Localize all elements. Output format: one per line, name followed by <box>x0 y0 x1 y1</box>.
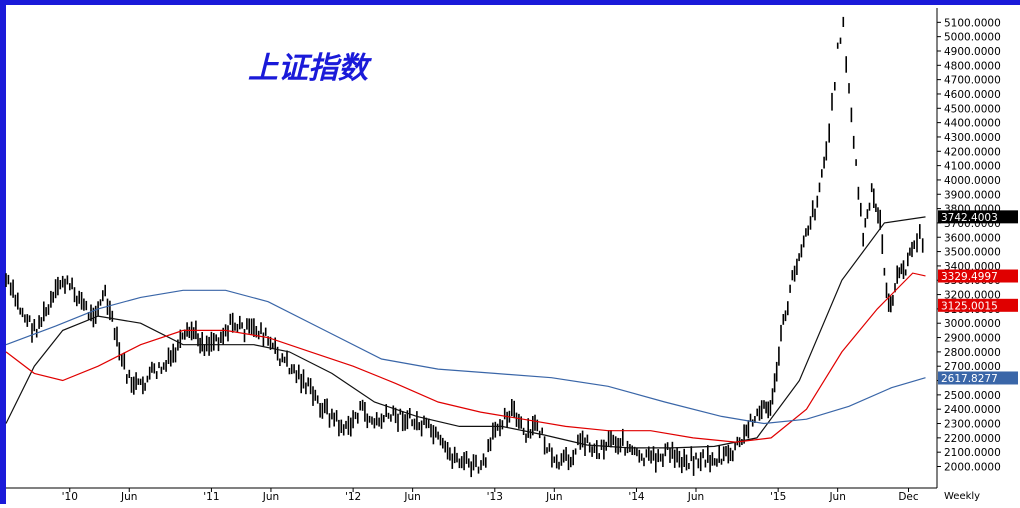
y-tick-label: 2700.0000 <box>944 361 1001 373</box>
x-axis-ticks: '10 Jun '11 Jun '12 Jun '13 Jun '14 Jun '15 Jun Dec <box>62 488 919 503</box>
moving-average-line-3 <box>5 289 926 425</box>
y-tick-label: 4900.0000 <box>944 46 1001 58</box>
price-label-box <box>938 210 1018 224</box>
y-tick-label: 2300.0000 <box>944 419 1001 431</box>
y-tick-label: 4000.0000 <box>944 175 1001 187</box>
price-label-text: 3329.4997 <box>941 271 998 283</box>
x-tick-label: Dec <box>898 491 919 503</box>
x-tick-label: Jun <box>828 491 845 503</box>
y-tick-label: 2000.0000 <box>944 462 1001 474</box>
y-tick-label: 2900.0000 <box>944 333 1001 345</box>
x-tick-label: '10 <box>62 491 78 503</box>
y-tick-label: 2400.0000 <box>944 404 1001 416</box>
x-tick-label: '11 <box>203 491 219 503</box>
y-tick-label: 2500.0000 <box>944 390 1001 402</box>
y-tick-label: 5000.0000 <box>944 32 1001 44</box>
y-tick-label: 3500.0000 <box>944 247 1001 259</box>
x-tick-label: Jun <box>545 491 562 503</box>
series-layer <box>5 16 926 478</box>
y-tick-label: 4300.0000 <box>944 132 1001 144</box>
y-tick-label: 4100.0000 <box>944 161 1001 173</box>
y-tick-label: 2200.0000 <box>944 433 1001 445</box>
price-label-text: 2617.8277 <box>941 373 998 385</box>
x-tick-label: Jun <box>403 491 420 503</box>
y-tick-label: 5100.0000 <box>944 17 1001 29</box>
y-tick-label: 4800.0000 <box>944 60 1001 72</box>
x-tick-label: '13 <box>487 491 503 503</box>
x-tick-label: '12 <box>345 491 361 503</box>
y-tick-label: 3600.0000 <box>944 232 1001 244</box>
y-tick-label: 3200.0000 <box>944 290 1001 302</box>
x-tick-label: '14 <box>628 491 645 503</box>
x-tick-label: Jun <box>262 491 279 503</box>
chart-border-top <box>0 0 1020 5</box>
x-tick-label: Jun <box>687 491 704 503</box>
price-label-text: 3125.0015 <box>941 300 998 312</box>
moving-average-line-2 <box>5 272 926 443</box>
x-tick-label: Jun <box>120 491 137 503</box>
y-tick-label: 4400.0000 <box>944 118 1001 130</box>
price-labels: 3742.4003 3329.4997 3125.0015 2617.8277 <box>938 210 1018 385</box>
period-label: Weekly <box>944 491 980 502</box>
y-tick-label: 4700.0000 <box>944 75 1001 87</box>
price-label-text: 3742.4003 <box>941 212 998 224</box>
x-tick-label: '15 <box>770 491 786 503</box>
y-tick-label: 3900.0000 <box>944 189 1001 201</box>
y-tick-label: 2800.0000 <box>944 347 1001 359</box>
price-bars <box>5 16 924 478</box>
price-label-box <box>938 371 1018 385</box>
y-tick-label: 4500.0000 <box>944 103 1001 115</box>
y-tick-label: 4600.0000 <box>944 89 1001 101</box>
price-label-box <box>938 298 1018 312</box>
moving-average-line-1 <box>5 216 926 449</box>
price-label-box <box>938 269 1018 283</box>
y-tick-label: 4200.0000 <box>944 146 1001 158</box>
chart-border-left <box>0 0 6 504</box>
chart-title: 上证指数 <box>248 51 372 86</box>
y-tick-label: 2100.0000 <box>944 447 1001 459</box>
y-tick-label: 3000.0000 <box>944 318 1001 330</box>
